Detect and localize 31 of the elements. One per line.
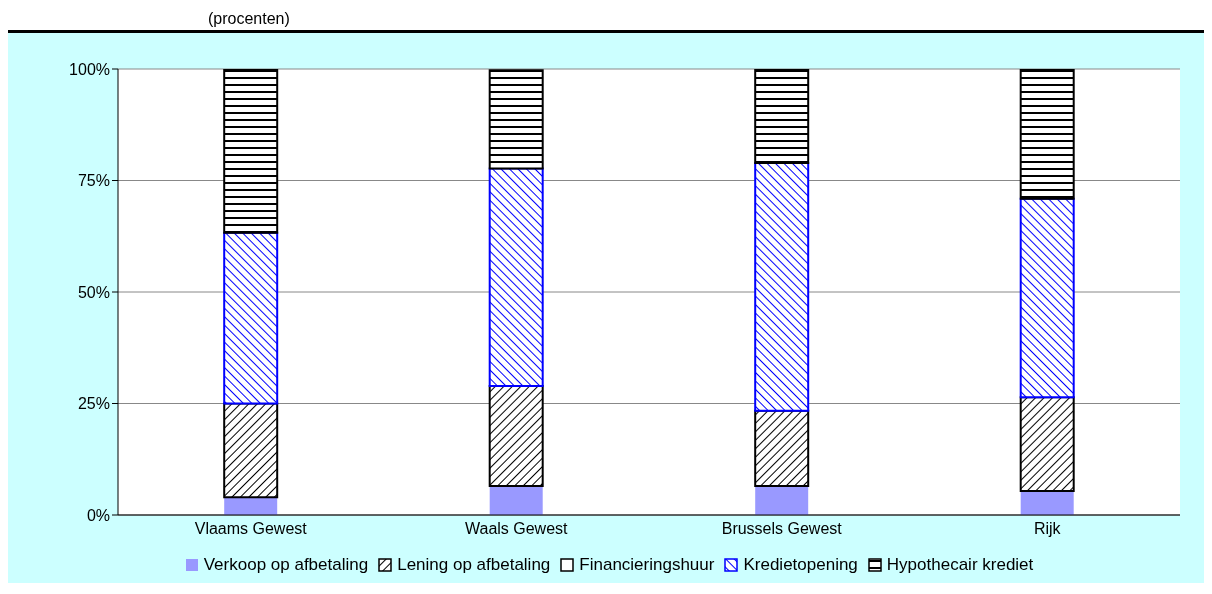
bar — [754, 409, 810, 488]
bar — [1020, 490, 1074, 515]
bar — [488, 167, 544, 388]
legend-label: Financieringshuur — [579, 555, 715, 575]
x-tick-label: Waals Gewest — [464, 520, 569, 538]
bar — [754, 69, 810, 165]
legend-label: Lening op afbetaling — [397, 555, 551, 575]
legend-label: Hypothecair krediet — [886, 555, 1034, 575]
y-tick-label: 75% — [77, 172, 110, 190]
bar — [1019, 69, 1075, 200]
bar — [224, 497, 278, 515]
x-tick-label: Vlaams Gewest — [194, 520, 308, 538]
bar — [223, 231, 279, 405]
bar — [1019, 396, 1075, 492]
bar — [1019, 197, 1075, 399]
x-tick-label: Brussels Gewest — [721, 520, 843, 538]
chart-title: (procenten) — [8, 8, 1204, 33]
bar — [488, 69, 544, 170]
legend-label: Verkoop op afbetaling — [203, 555, 369, 575]
bar — [223, 402, 279, 499]
y-tick-label: 0% — [86, 506, 110, 524]
legend-label: Kredietopening — [743, 555, 858, 575]
bar — [488, 385, 544, 488]
bar — [754, 162, 810, 412]
x-tick-label: Rijk — [1033, 520, 1062, 538]
bar — [755, 486, 809, 515]
y-tick-label: 25% — [77, 395, 110, 413]
bar — [489, 486, 543, 515]
bar — [223, 69, 279, 234]
y-tick-label: 50% — [77, 283, 110, 301]
y-tick-label: 100% — [69, 60, 110, 78]
